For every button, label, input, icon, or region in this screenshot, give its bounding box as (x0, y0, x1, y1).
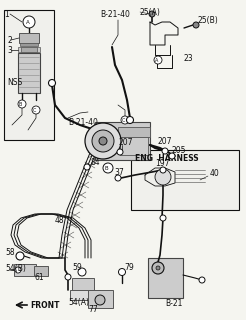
Bar (18, 53, 40, 93)
Circle shape (126, 116, 134, 124)
Text: 207: 207 (118, 138, 133, 147)
Bar (20, 43, 38, 46)
Text: 2: 2 (7, 36, 12, 44)
Circle shape (23, 16, 35, 28)
Text: 79: 79 (124, 263, 134, 273)
Circle shape (48, 79, 56, 86)
Text: 37: 37 (114, 167, 124, 177)
Bar (19, 33, 39, 43)
Text: B: B (105, 165, 108, 171)
Text: 61: 61 (34, 274, 44, 283)
Bar (148, 258, 183, 298)
Text: B-21-40: B-21-40 (100, 10, 130, 19)
Circle shape (160, 215, 166, 221)
Circle shape (199, 277, 205, 283)
Circle shape (65, 274, 71, 280)
Text: 23: 23 (183, 53, 193, 62)
Circle shape (16, 252, 24, 260)
Circle shape (121, 116, 129, 124)
Circle shape (155, 169, 171, 185)
Circle shape (85, 123, 121, 159)
Circle shape (162, 148, 168, 154)
Circle shape (119, 268, 125, 276)
Text: FRONT: FRONT (30, 300, 60, 309)
Text: 1: 1 (4, 10, 9, 19)
Circle shape (78, 268, 86, 276)
Circle shape (152, 262, 164, 274)
Bar (131, 150, 239, 210)
Text: 40: 40 (210, 169, 220, 178)
Bar (95, 122, 150, 160)
Circle shape (95, 295, 105, 305)
Text: B-21: B-21 (165, 299, 182, 308)
Bar (21, 47, 37, 52)
Text: B: B (19, 101, 22, 107)
Text: 54(A): 54(A) (68, 299, 89, 308)
Circle shape (32, 106, 40, 114)
Bar (72, 278, 94, 290)
Text: 77: 77 (88, 306, 98, 315)
Text: 58: 58 (5, 247, 15, 257)
Text: 25(B): 25(B) (197, 15, 218, 25)
Circle shape (193, 22, 199, 28)
Circle shape (84, 164, 90, 170)
Text: 59: 59 (72, 263, 82, 273)
Circle shape (156, 266, 160, 270)
Bar (18, 47, 40, 52)
Bar (118, 127, 150, 137)
Text: 207: 207 (158, 137, 172, 146)
Bar (70, 290, 100, 300)
Bar (34, 266, 48, 276)
Text: B-21-40: B-21-40 (68, 117, 98, 126)
Bar (14, 264, 36, 276)
Text: 48: 48 (55, 215, 65, 225)
Text: A: A (26, 20, 29, 25)
Text: 84: 84 (90, 157, 100, 166)
Circle shape (15, 267, 21, 273)
Bar (120, 137, 148, 155)
Circle shape (92, 130, 114, 152)
Text: NSS: NSS (7, 77, 22, 86)
Text: 205: 205 (172, 146, 186, 155)
Circle shape (154, 56, 162, 64)
Circle shape (103, 163, 113, 173)
Circle shape (18, 100, 26, 108)
Circle shape (99, 137, 107, 145)
Text: ENG  HARNESS: ENG HARNESS (135, 154, 199, 163)
Bar (88, 290, 113, 308)
Text: C: C (122, 117, 125, 123)
Circle shape (169, 153, 175, 159)
Circle shape (160, 167, 166, 173)
Text: 197: 197 (155, 158, 169, 167)
Bar (4, 10, 54, 140)
Circle shape (117, 149, 123, 155)
Text: 54(B): 54(B) (5, 263, 26, 273)
Circle shape (149, 11, 155, 17)
Text: 3: 3 (7, 45, 12, 54)
Text: C: C (33, 108, 36, 113)
Text: 25(A): 25(A) (140, 7, 161, 17)
Circle shape (115, 175, 121, 181)
Text: A: A (155, 58, 159, 62)
